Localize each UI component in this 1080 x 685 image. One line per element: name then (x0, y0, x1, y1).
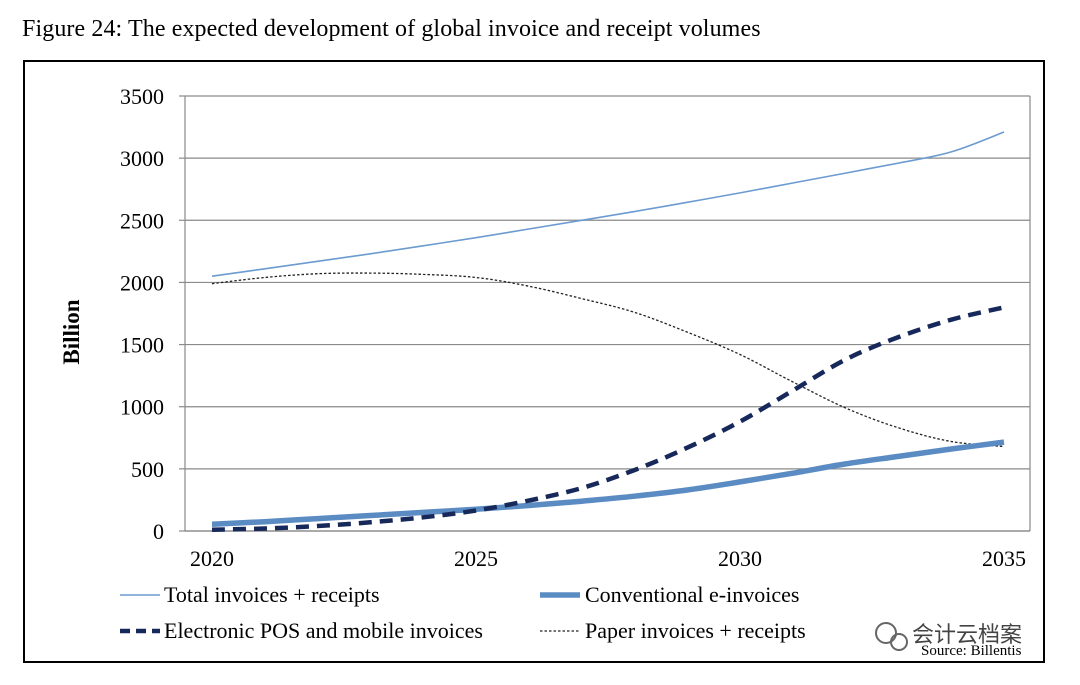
legend-item-0: Total invoices + receipts (120, 582, 380, 607)
legend-label: Conventional e-invoices (585, 582, 799, 607)
legend-label: Paper invoices + receipts (585, 618, 806, 643)
series-line-0 (211, 131, 1005, 277)
watermark: 会计云档案 (875, 622, 1022, 651)
series-line-3 (211, 272, 1005, 448)
figure-title: Figure 24: The expected development of g… (22, 16, 761, 42)
x-tick-label: 2025 (454, 546, 498, 571)
x-tick-label: 2030 (718, 546, 762, 571)
watermark-text: 会计云档案 (912, 622, 1022, 647)
y-tick-label: 3500 (120, 84, 164, 109)
legend-label: Total invoices + receipts (164, 582, 380, 607)
y-tick-label: 500 (131, 457, 164, 482)
source-note: Source: Billentis (921, 643, 1022, 659)
y-axis-label: Billion (59, 299, 84, 364)
series-line-1 (211, 439, 1005, 527)
y-tick-label: 0 (153, 519, 164, 544)
y-tick-label: 1500 (120, 333, 164, 358)
wechat-logo-icon (875, 622, 908, 651)
legend-item-1: Conventional e-invoices (540, 582, 799, 607)
legend-item-2: Electronic POS and mobile invoices (120, 618, 483, 643)
legend-label: Electronic POS and mobile invoices (164, 618, 483, 643)
legend: Total invoices + receipts Conventional e-… (120, 582, 806, 643)
series-line-2 (211, 305, 1005, 533)
y-tick-label: 2000 (120, 270, 164, 295)
x-tick-label: 2020 (190, 546, 234, 571)
y-tick-label: 2500 (120, 208, 164, 233)
y-tick-label: 1000 (120, 395, 164, 420)
series-layer (211, 131, 1005, 533)
y-tick-label: 3000 (120, 146, 164, 171)
legend-item-3: Paper invoices + receipts (540, 618, 806, 643)
ticks-layer: 0 500 1000 1500 2000 2500 3000 3500 2020 2025 2030… (120, 84, 1026, 571)
chart-frame (23, 60, 1045, 663)
x-tick-label: 2035 (982, 546, 1026, 571)
grid-layer (179, 95, 1031, 532)
